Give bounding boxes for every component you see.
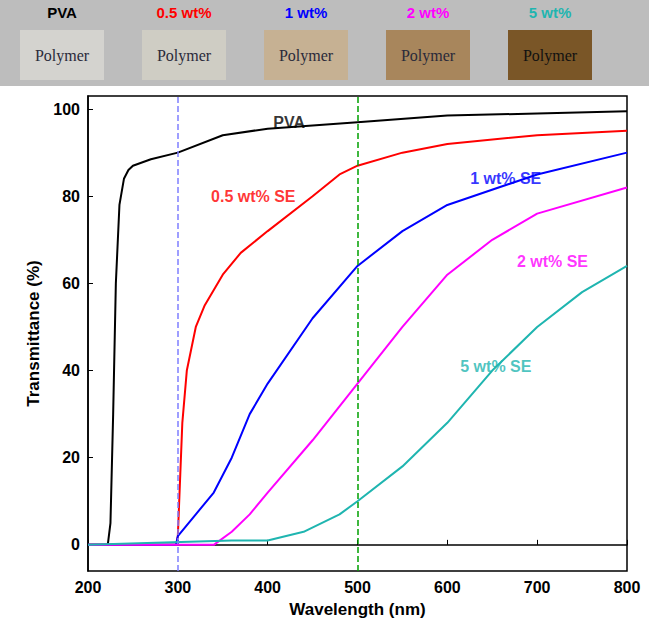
svg-text:Wavelength (nm): Wavelength (nm) [289,600,425,619]
svg-text:Polymer: Polymer [401,47,456,65]
svg-text:5 wt%: 5 wt% [529,4,572,21]
svg-text:2 wt%: 2 wt% [407,4,450,21]
svg-text:0.5 wt% SE: 0.5 wt% SE [211,188,296,205]
svg-text:PVA: PVA [273,114,305,131]
svg-text:1 wt%: 1 wt% [285,4,328,21]
svg-text:60: 60 [62,275,80,292]
svg-text:800: 800 [614,579,641,596]
svg-text:400: 400 [254,579,281,596]
svg-text:1 wt% SE: 1 wt% SE [470,170,541,187]
svg-text:200: 200 [75,579,102,596]
svg-text:500: 500 [344,579,371,596]
svg-text:100: 100 [53,101,80,118]
svg-text:20: 20 [62,449,80,466]
svg-text:0.5 wt%: 0.5 wt% [156,4,211,21]
svg-text:0: 0 [71,536,80,553]
svg-text:Polymer: Polymer [157,47,212,65]
svg-text:Transmittance (%): Transmittance (%) [24,260,43,406]
svg-text:Polymer: Polymer [279,47,334,65]
svg-text:700: 700 [524,579,551,596]
svg-text:Polymer: Polymer [523,47,578,65]
svg-text:Polymer: Polymer [35,47,90,65]
svg-text:300: 300 [164,579,191,596]
svg-text:40: 40 [62,362,80,379]
svg-text:2 wt% SE: 2 wt% SE [517,253,588,270]
svg-text:600: 600 [434,579,461,596]
svg-text:5 wt% SE: 5 wt% SE [460,358,531,375]
svg-text:PVA: PVA [47,4,77,21]
svg-text:80: 80 [62,188,80,205]
